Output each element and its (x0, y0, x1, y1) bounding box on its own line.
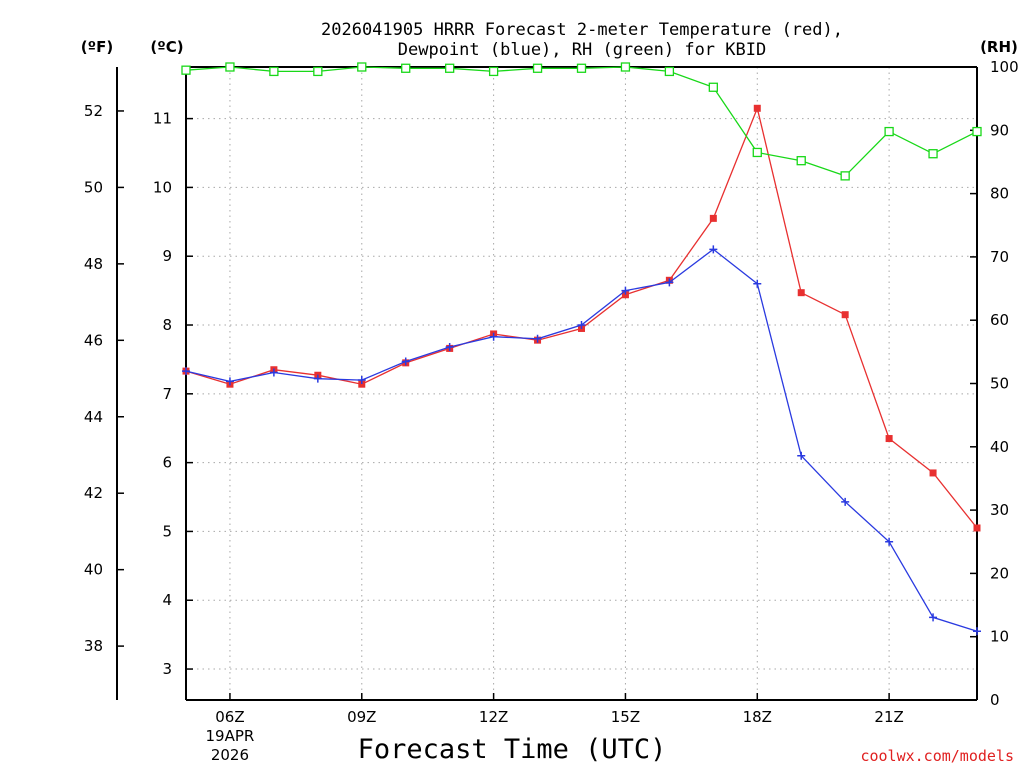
x-tick-label: 15Z (611, 708, 640, 726)
dewpoint-point (357, 376, 366, 385)
celsius-tick-label: 11 (153, 110, 172, 128)
temperature-point (973, 524, 981, 532)
temperature-point (841, 311, 849, 319)
dewpoint-series-line (185, 248, 978, 632)
dewpoint-point (577, 321, 586, 330)
celsius-tick-label: 10 (153, 178, 172, 196)
dewpoint-point (709, 245, 718, 254)
chart-title-line1: 2026041905 HRRR Forecast 2-meter Tempera… (321, 20, 843, 40)
rh-tick-label: 30 (990, 501, 1009, 519)
rh-point (225, 62, 235, 72)
x-tick-label: 18Z (743, 708, 772, 726)
rh-tick-label: 50 (990, 375, 1009, 393)
axes: 3 4 5 6 7 8 9 10 11 38 40 42 44 46 48 50 52 0 10 20 30 40 50 60… (84, 58, 1019, 764)
dewpoint-point (841, 497, 850, 506)
celsius-tick-label: 7 (162, 385, 172, 403)
dewpoint-point (269, 368, 278, 377)
x-tick-label: 09Z (347, 708, 376, 726)
rh-tick-label: 10 (990, 628, 1009, 646)
rh-point (884, 126, 894, 137)
celsius-tick-label: 9 (162, 247, 172, 265)
dewpoint-point (489, 332, 498, 341)
x-tick-label: 06Z (215, 708, 244, 726)
temperature-point (885, 435, 893, 443)
rh-point (488, 66, 499, 77)
fahrenheit-tick-label: 46 (84, 331, 103, 349)
temperature-point (753, 104, 761, 112)
celsius-tick-label: 4 (162, 591, 172, 609)
rh-point (796, 156, 806, 166)
dewpoint-point (797, 451, 806, 460)
rh-unit-label: (RH) (980, 38, 1018, 56)
rh-point (313, 66, 323, 77)
fahrenheit-tick-label: 52 (84, 102, 103, 120)
dewpoint-point (973, 627, 981, 636)
rh-point (752, 147, 762, 158)
x-tick-label: 12Z (479, 708, 508, 726)
dewpoint-point (445, 343, 454, 352)
rh-point (357, 62, 367, 72)
credit-text: coolwx.com/models (860, 747, 1014, 765)
rh-tick-label: 60 (990, 311, 1009, 329)
rh-point (708, 82, 718, 92)
rh-tick-label: 80 (990, 185, 1009, 203)
fahrenheit-tick-label: 40 (84, 561, 103, 579)
rh-tick-label: 0 (990, 691, 1000, 709)
data-series (181, 62, 982, 636)
rh-point (269, 66, 279, 77)
rh-point (445, 63, 455, 73)
celsius-unit-label: (ºC) (150, 38, 183, 56)
grid-lines (186, 67, 977, 700)
temperature-point (797, 289, 805, 297)
chart-title-line2: Dewpoint (blue), RH (green) for KBID (398, 40, 766, 60)
dewpoint-point (885, 537, 894, 546)
x-tick-label: 21Z (874, 708, 903, 726)
x-date-label: 19APR (206, 727, 255, 745)
dewpoint-point (182, 367, 190, 376)
fahrenheit-unit-label: (ºF) (81, 38, 113, 56)
rh-point (532, 63, 543, 73)
fahrenheit-tick-label: 44 (84, 408, 103, 426)
dewpoint-point (225, 377, 234, 386)
x-axis-label: Forecast Time (UTC) (358, 734, 667, 765)
celsius-tick-label: 5 (162, 522, 172, 540)
rh-point (181, 65, 191, 75)
fahrenheit-tick-label: 42 (84, 484, 103, 502)
rh-point (620, 62, 631, 72)
temperature-point (621, 291, 629, 299)
rh-tick-label: 70 (990, 248, 1009, 266)
rh-tick-label: 20 (990, 564, 1009, 582)
fahrenheit-tick-label: 48 (84, 255, 103, 273)
dewpoint-point (929, 613, 938, 622)
dewpoint-point (753, 279, 762, 288)
rh-tick-label: 90 (990, 121, 1009, 139)
x-year-label: 2026 (211, 746, 249, 764)
celsius-tick-label: 3 (162, 660, 172, 678)
rh-point (576, 63, 587, 73)
dewpoint-point (621, 286, 630, 295)
rh-point (664, 66, 675, 77)
celsius-tick-label: 8 (162, 316, 172, 334)
rh-series-line (185, 66, 978, 177)
rh-point (401, 63, 411, 73)
temperature-series-line (185, 106, 978, 529)
dewpoint-point (665, 278, 674, 287)
dewpoint-point (533, 334, 542, 343)
dewpoint-point (401, 357, 410, 366)
rh-point (840, 171, 850, 181)
temperature-point (709, 214, 717, 222)
rh-tick-label: 100 (990, 58, 1019, 76)
temperature-point (929, 469, 937, 477)
rh-point (972, 126, 982, 137)
fahrenheit-tick-label: 50 (84, 178, 103, 196)
rh-point (928, 149, 938, 159)
dewpoint-point (313, 374, 322, 383)
temperature-point (358, 380, 366, 388)
rh-tick-label: 40 (990, 438, 1009, 456)
fahrenheit-tick-label: 38 (84, 637, 103, 655)
celsius-tick-label: 6 (162, 454, 172, 472)
